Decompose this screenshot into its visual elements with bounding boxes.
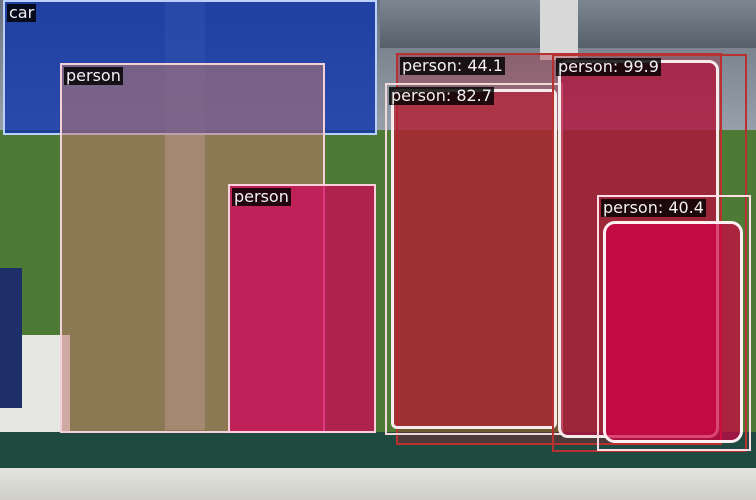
detection-label: person: 99.9 — [556, 57, 661, 76]
person-6-mask — [603, 221, 743, 443]
detection-label: person — [232, 187, 291, 206]
detection-label: person: 82.7 — [389, 86, 494, 105]
person-2-mask — [230, 186, 374, 431]
background-pole-right — [540, 0, 578, 60]
person-4-mask — [391, 89, 557, 429]
detection-label: person: 44.1 — [400, 56, 505, 75]
background-rail — [0, 468, 756, 500]
detection-label: car — [7, 3, 37, 22]
background-child-left — [0, 268, 22, 408]
detection-label: person: 40.4 — [601, 198, 706, 217]
detection-person-4: person: 82.7 — [385, 83, 563, 435]
detection-person-2: person — [228, 184, 376, 433]
detection-label: person — [64, 66, 123, 85]
detection-person-6: person: 40.4 — [597, 195, 751, 451]
